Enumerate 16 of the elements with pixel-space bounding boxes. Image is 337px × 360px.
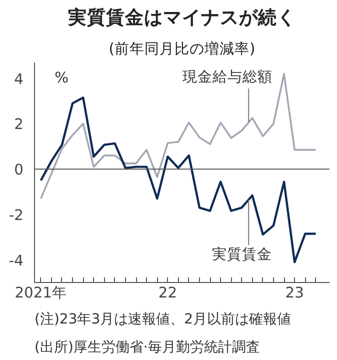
x-tick-label: 23 <box>285 284 304 302</box>
y-tick-label: 4 <box>14 70 24 88</box>
y-tick-label: -2 <box>8 206 24 224</box>
line-series <box>40 96 317 264</box>
annotation: % <box>54 69 69 86</box>
series-label: 現金給与総額 <box>182 68 273 86</box>
chart-title: 実質賃金はマイナスが続く <box>67 6 296 28</box>
text: (出所)厚生労働省·毎月勤労統計調査 <box>34 340 260 356</box>
y-tick-label: 2 <box>14 116 24 134</box>
x-tick-label: 22 <box>158 284 178 302</box>
series-label: 実質賃金 <box>212 246 272 264</box>
y-tick-label: 0 <box>14 162 24 179</box>
chart-subtitle: (前年同月比の増減率) <box>108 40 256 58</box>
y-tick-label: -4 <box>8 252 24 270</box>
text: (注)23年3月は速報値、2月以前は確報値 <box>34 312 292 328</box>
x-tick-label: 2021年 <box>14 284 68 302</box>
